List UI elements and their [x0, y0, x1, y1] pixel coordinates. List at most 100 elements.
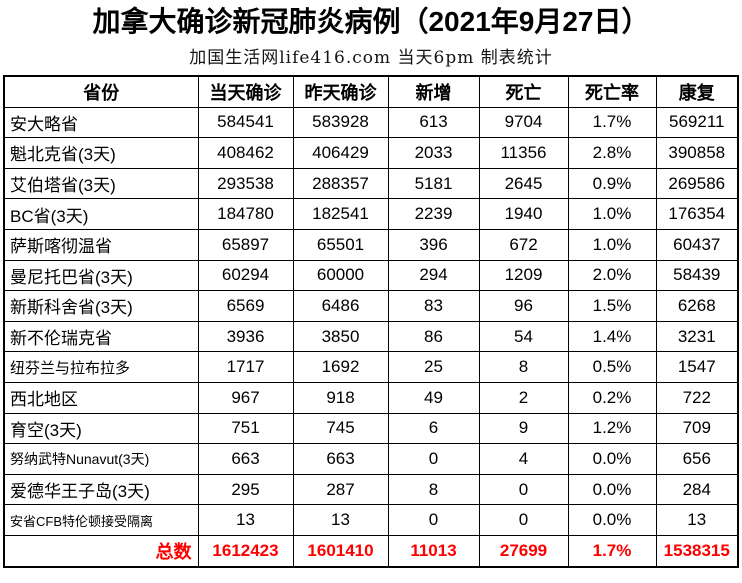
cell-yesterday-confirmed: 287: [292, 473, 389, 506]
cell-province: 安大略省: [3, 106, 199, 139]
cell-recovered: 722: [655, 381, 739, 414]
table-row: 新不伦瑞克省 3936 3850 86 54 1.4% 3231: [3, 320, 739, 353]
cell-yesterday-confirmed: 3850: [292, 320, 389, 353]
cell-recovered: 390858: [655, 137, 739, 169]
cell-today-confirmed: 295: [197, 473, 294, 506]
cell-province: 艾伯塔省(3天): [3, 167, 199, 200]
cell-province: 努纳武特Nunavut(3天): [3, 443, 199, 475]
col-header-death-rate: 死亡率: [567, 75, 657, 108]
cell-new-cases: 83: [387, 290, 480, 322]
cell-yesterday-confirmed: 288357: [292, 167, 389, 200]
cell-total-death-rate: 1.7%: [567, 534, 657, 568]
cell-death-rate: 0.0%: [567, 504, 657, 536]
cell-province: 新不伦瑞克省: [3, 320, 199, 353]
cell-yesterday-confirmed: 583928: [292, 106, 389, 139]
cell-province: 新斯科舍省(3天): [3, 290, 199, 322]
cell-death-rate: 0.0%: [567, 443, 657, 475]
page-title: 加拿大确诊新冠肺炎病例（2021年9月27日）: [92, 6, 650, 37]
cell-today-confirmed: 584541: [197, 106, 294, 139]
col-header-today-confirmed: 当天确诊: [197, 75, 294, 108]
cell-yesterday-confirmed: 663: [292, 443, 389, 475]
cell-new-cases: 5181: [387, 167, 480, 200]
cell-today-confirmed: 184780: [197, 198, 294, 230]
cell-province: 曼尼托巴省(3天): [3, 259, 199, 292]
cell-deaths: 8: [478, 351, 569, 383]
cell-new-cases: 294: [387, 259, 480, 292]
cell-death-rate: 2.8%: [567, 137, 657, 169]
cell-deaths: 0: [478, 504, 569, 536]
cell-death-rate: 1.2%: [567, 412, 657, 445]
cell-death-rate: 1.0%: [567, 198, 657, 230]
cell-recovered: 269586: [655, 167, 739, 200]
cell-yesterday-confirmed: 406429: [292, 137, 389, 169]
cell-province: 萨斯喀彻温省: [3, 228, 199, 261]
cell-yesterday-confirmed: 13: [292, 504, 389, 536]
cell-province: BC省(3天): [3, 198, 199, 230]
cell-deaths: 672: [478, 228, 569, 261]
cell-death-rate: 0.2%: [567, 381, 657, 414]
cell-recovered: 656: [655, 443, 739, 475]
cell-deaths: 54: [478, 320, 569, 353]
cell-today-confirmed: 65897: [197, 228, 294, 261]
cell-recovered: 60437: [655, 228, 739, 261]
cell-death-rate: 1.7%: [567, 106, 657, 139]
cell-today-confirmed: 293538: [197, 167, 294, 200]
cell-yesterday-confirmed: 1692: [292, 351, 389, 383]
cell-deaths: 11356: [478, 137, 569, 169]
col-header-new-cases: 新增: [387, 75, 480, 108]
cell-today-confirmed: 3936: [197, 320, 294, 353]
cell-death-rate: 1.5%: [567, 290, 657, 322]
cell-death-rate: 2.0%: [567, 259, 657, 292]
cell-today-confirmed: 6569: [197, 290, 294, 322]
covid-stats-table: 省份 当天确诊 昨天确诊 新增 死亡 死亡率 康复 安大略省 584541 58…: [3, 75, 739, 568]
table-row: 新斯科舍省(3天) 6569 6486 83 96 1.5% 6268: [3, 290, 739, 322]
col-header-deaths: 死亡: [478, 75, 569, 108]
table-row: 魁北克省(3天) 408462 406429 2033 11356 2.8% 3…: [3, 137, 739, 169]
cell-recovered: 1547: [655, 351, 739, 383]
cell-new-cases: 396: [387, 228, 480, 261]
cell-province: 安省CFB特伦顿接受隔离: [3, 504, 199, 536]
cell-today-confirmed: 60294: [197, 259, 294, 292]
cell-new-cases: 2239: [387, 198, 480, 230]
table-row: 爱德华王子岛(3天) 295 287 8 0 0.0% 284: [3, 473, 739, 506]
table-row: 努纳武特Nunavut(3天) 663 663 0 4 0.0% 656: [3, 443, 739, 475]
cell-death-rate: 0.5%: [567, 351, 657, 383]
cell-recovered: 6268: [655, 290, 739, 322]
cell-today-confirmed: 408462: [197, 137, 294, 169]
cell-new-cases: 8: [387, 473, 480, 506]
table-row: 纽芬兰与拉布拉多 1717 1692 25 8 0.5% 1547: [3, 351, 739, 383]
cell-death-rate: 0.9%: [567, 167, 657, 200]
cell-deaths: 9: [478, 412, 569, 445]
total-row: 总数 1612423 1601410 11013 27699 1.7% 1538…: [3, 534, 739, 568]
cell-new-cases: 6: [387, 412, 480, 445]
cell-deaths: 1940: [478, 198, 569, 230]
cell-yesterday-confirmed: 6486: [292, 290, 389, 322]
cell-yesterday-confirmed: 918: [292, 381, 389, 414]
table-row: 育空(3天) 751 745 6 9 1.2% 709: [3, 412, 739, 445]
cell-recovered: 13: [655, 504, 739, 536]
cell-death-rate: 1.4%: [567, 320, 657, 353]
cell-recovered: 176354: [655, 198, 739, 230]
cell-today-confirmed: 1717: [197, 351, 294, 383]
cell-new-cases: 2033: [387, 137, 480, 169]
cell-death-rate: 0.0%: [567, 473, 657, 506]
cell-death-rate: 1.0%: [567, 228, 657, 261]
cell-yesterday-confirmed: 60000: [292, 259, 389, 292]
cell-yesterday-confirmed: 65501: [292, 228, 389, 261]
cell-recovered: 58439: [655, 259, 739, 292]
table-row: 艾伯塔省(3天) 293538 288357 5181 2645 0.9% 26…: [3, 167, 739, 200]
cell-yesterday-confirmed: 745: [292, 412, 389, 445]
col-header-yesterday-confirmed: 昨天确诊: [292, 75, 389, 108]
cell-recovered: 569211: [655, 106, 739, 139]
col-header-recovered: 康复: [655, 75, 739, 108]
cell-new-cases: 0: [387, 504, 480, 536]
cell-total-deaths: 27699: [478, 534, 569, 568]
cell-province: 西北地区: [3, 381, 199, 414]
cell-deaths: 96: [478, 290, 569, 322]
cell-total-new-cases: 11013: [387, 534, 480, 568]
cell-deaths: 0: [478, 473, 569, 506]
cell-deaths: 2645: [478, 167, 569, 200]
cell-new-cases: 25: [387, 351, 480, 383]
table-row: 萨斯喀彻温省 65897 65501 396 672 1.0% 60437: [3, 228, 739, 261]
cell-deaths: 4: [478, 443, 569, 475]
